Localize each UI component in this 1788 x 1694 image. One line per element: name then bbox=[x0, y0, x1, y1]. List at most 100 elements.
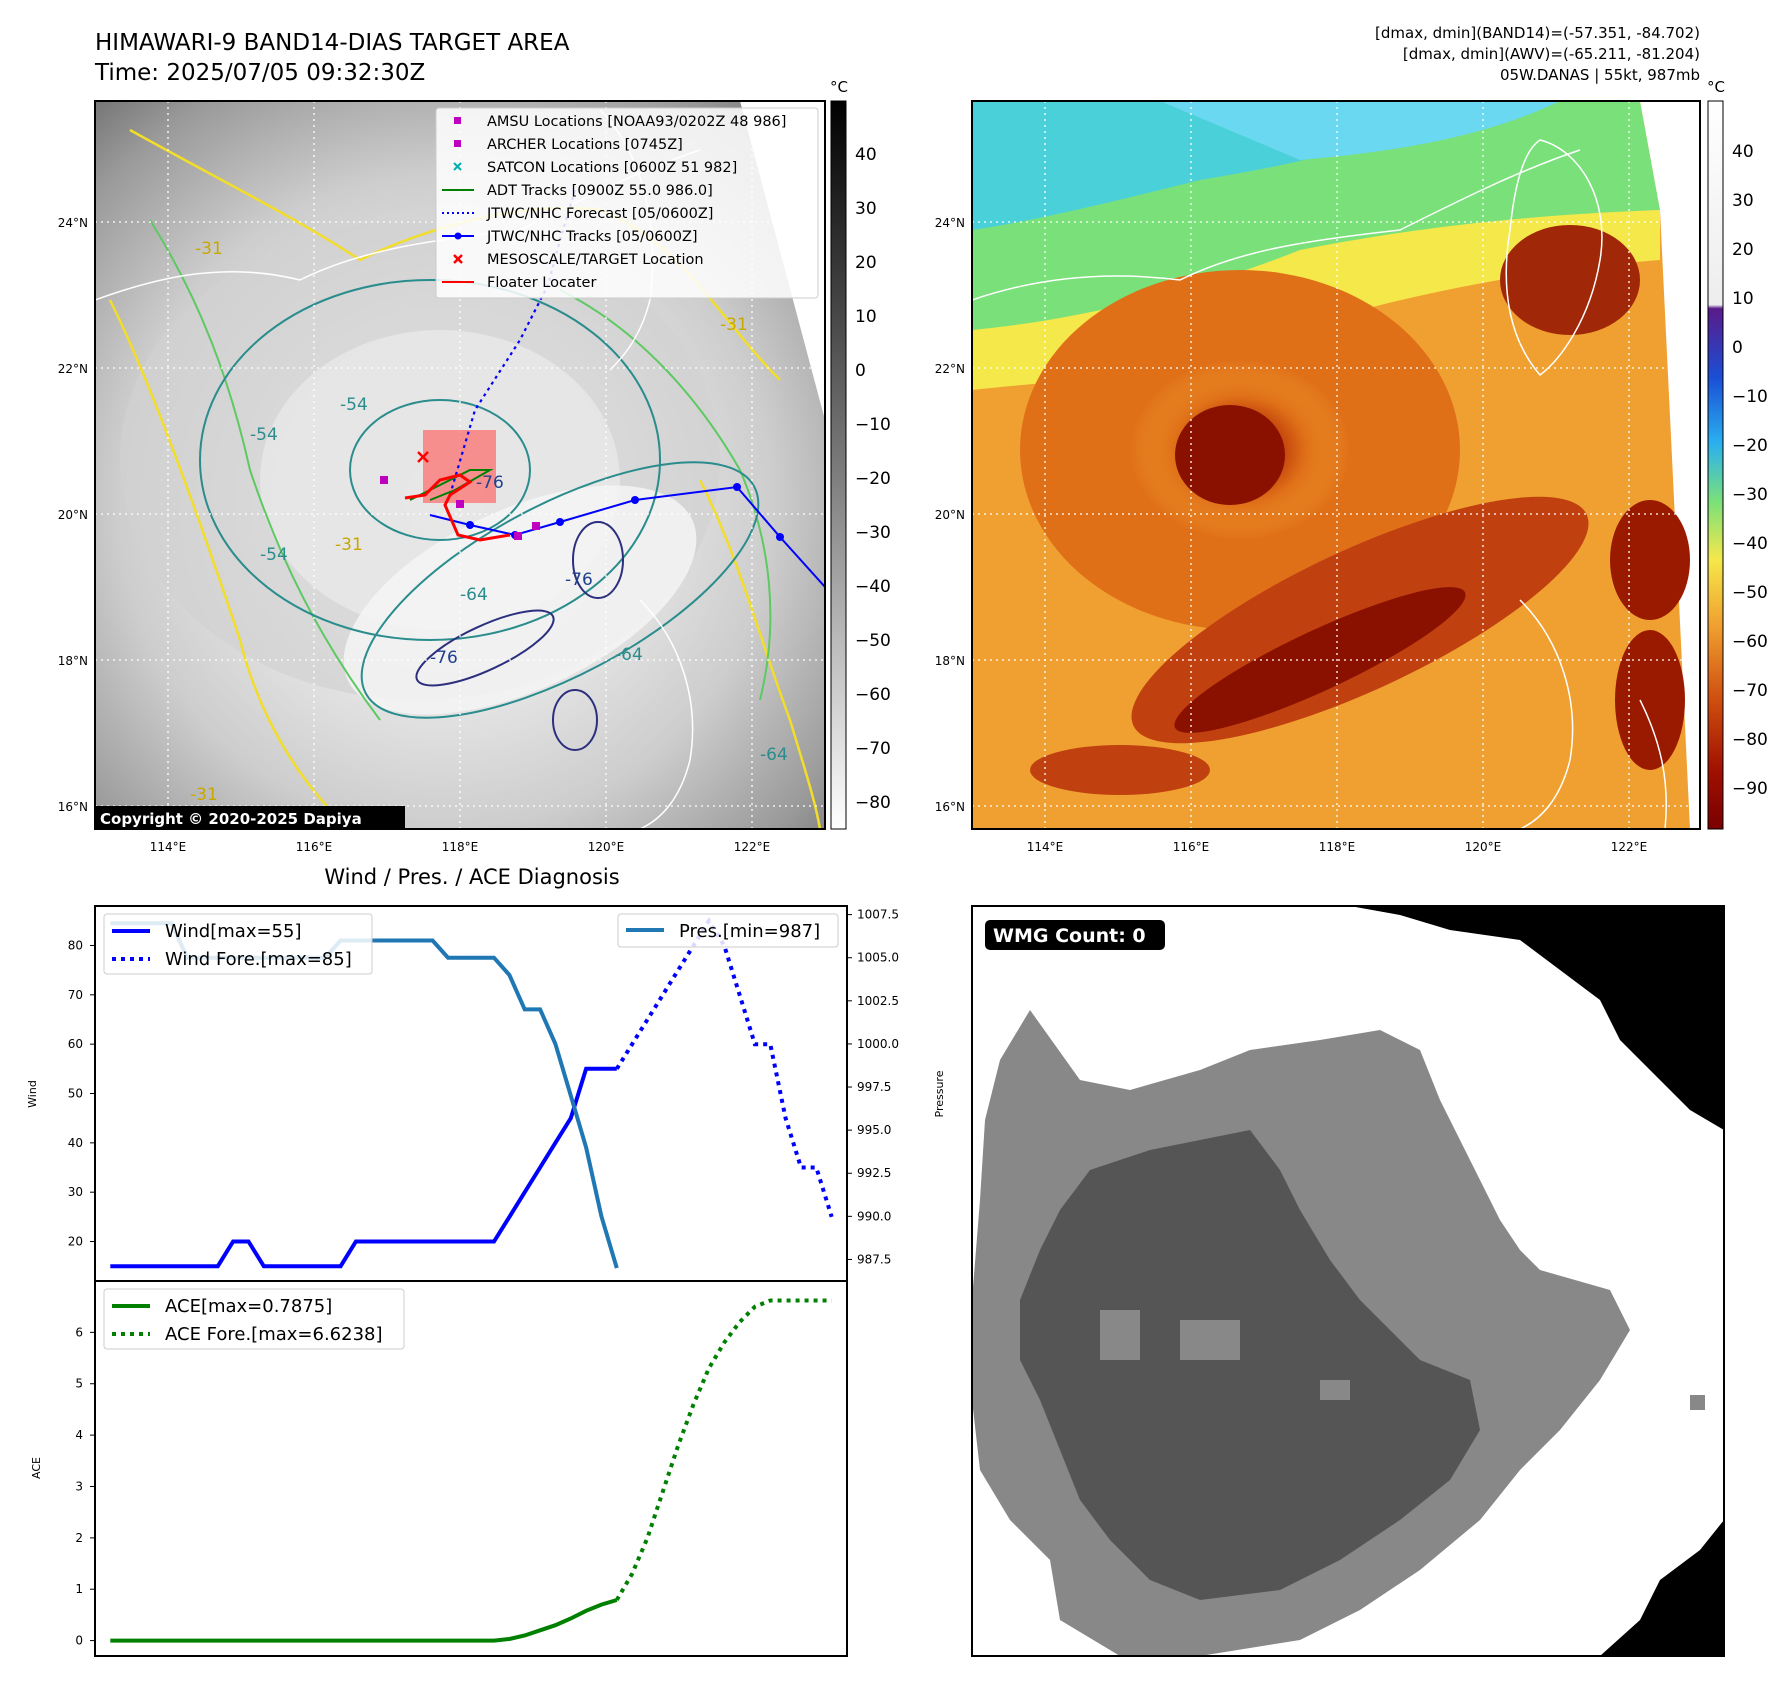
wind-legend: Wind[max=55] Wind Fore.[max=85] bbox=[103, 913, 373, 975]
y-right-tick-label: 997.5 bbox=[857, 1080, 891, 1094]
legend-item-amsu: AMSU Locations [NOAA93/0202Z 48 986] bbox=[487, 114, 786, 130]
band14-range: [dmax, dmin](BAND14)=(-57.351, -84.702) bbox=[1375, 24, 1700, 42]
colorbar-tick: 40 bbox=[855, 145, 877, 165]
legend-item-satcon: SATCON Locations [0600Z 51 982] bbox=[487, 160, 737, 176]
legend-wind: Wind[max=55] bbox=[165, 921, 302, 942]
contour-label: -54 bbox=[340, 395, 368, 415]
y-tick-label: 50 bbox=[68, 1087, 83, 1101]
lon-tick: 118°E bbox=[1319, 840, 1356, 854]
lat-tick: 16°N bbox=[58, 800, 88, 814]
colorbar-tick: −20 bbox=[1732, 436, 1768, 456]
lat-tick: 24°N bbox=[58, 216, 88, 230]
legend-pressure: Pres.[min=987] bbox=[679, 921, 820, 942]
colorbar-tick: −10 bbox=[1732, 387, 1768, 407]
legend-ace: ACE[max=0.7875] bbox=[165, 1296, 332, 1317]
contour-label: -76 bbox=[476, 473, 504, 493]
y-tick-label: 1 bbox=[75, 1582, 83, 1596]
legend-item-floater: Floater Locater bbox=[487, 275, 596, 291]
contour-label: -64 bbox=[460, 585, 488, 605]
y-tick-label: 40 bbox=[68, 1136, 83, 1150]
legend-item-adt: ADT Tracks [0900Z 55.0 986.0] bbox=[487, 183, 713, 199]
contour-label: -31 bbox=[335, 535, 363, 555]
legend-ace-fore: ACE Fore.[max=6.6238] bbox=[165, 1324, 383, 1345]
y-right-tick-label: 987.5 bbox=[857, 1252, 891, 1266]
contour-label: -31 bbox=[195, 239, 223, 259]
colorbar-tick: −10 bbox=[855, 415, 891, 435]
colorbar-tick: −60 bbox=[855, 685, 891, 705]
y-tick-label: 5 bbox=[75, 1377, 83, 1391]
awv-map bbox=[972, 101, 1700, 829]
lon-tick: 116°E bbox=[296, 840, 333, 854]
y-right-tick-label: 1002.5 bbox=[857, 994, 899, 1008]
colorbar-tick: −80 bbox=[1732, 730, 1768, 750]
colorbar-tick: −80 bbox=[855, 793, 891, 813]
y-tick-label: 4 bbox=[75, 1428, 83, 1442]
y-tick-label: 2 bbox=[75, 1531, 83, 1545]
colorbar-tick: 10 bbox=[1732, 289, 1754, 309]
colorbar-tick: −40 bbox=[1732, 534, 1768, 554]
awv-range: [dmax, dmin](AWV)=(-65.211, -81.204) bbox=[1403, 45, 1700, 63]
lat-tick: 18°N bbox=[58, 654, 88, 668]
y-tick-label: 60 bbox=[68, 1037, 83, 1051]
contour-label: -76 bbox=[430, 648, 458, 668]
colorbar-tick: 20 bbox=[855, 253, 877, 273]
contour-label: -64 bbox=[760, 745, 788, 765]
y-tick-label: 0 bbox=[75, 1634, 83, 1648]
y-right-tick-label: 1000.0 bbox=[857, 1037, 899, 1051]
y-right-tick-label: 992.5 bbox=[857, 1166, 891, 1180]
lon-tick: 120°E bbox=[1465, 840, 1502, 854]
colorbar-gray: °C 40 30 20 10 0 −10 −20 −30 −40 −50 −60… bbox=[830, 78, 891, 830]
y-tick-label: 80 bbox=[68, 938, 83, 952]
series-line-1 bbox=[615, 1298, 832, 1602]
lon-tick: 118°E bbox=[442, 840, 479, 854]
legend-icon-satcon bbox=[453, 162, 462, 171]
legend-item-forecast: JTWC/NHC Forecast [05/0600Z] bbox=[486, 206, 713, 222]
colorbar-unit: °C bbox=[830, 78, 848, 96]
contour-label: -31 bbox=[190, 785, 218, 805]
y-right-tick-label: 1007.5 bbox=[857, 908, 899, 922]
lon-tick: 122°E bbox=[1611, 840, 1648, 854]
lon-tick: 114°E bbox=[150, 840, 187, 854]
colorbar-tick: −30 bbox=[855, 523, 891, 543]
colorbar-tick: 0 bbox=[1732, 338, 1743, 358]
colorbar-tick: 30 bbox=[1732, 191, 1754, 211]
wmg-panel bbox=[972, 906, 1724, 1656]
lat-tick: 18°N bbox=[935, 654, 965, 668]
lat-tick: 16°N bbox=[935, 800, 965, 814]
contour-label: -31 bbox=[720, 315, 748, 335]
colorbar-tick: −40 bbox=[855, 577, 891, 597]
wind-axis-label: Wind bbox=[26, 1080, 39, 1108]
lat-tick: 20°N bbox=[935, 508, 965, 522]
lon-tick: 120°E bbox=[588, 840, 625, 854]
colorbar-tick: 20 bbox=[1732, 240, 1754, 260]
lat-tick: 22°N bbox=[935, 362, 965, 376]
colorbar-tick: 30 bbox=[855, 199, 877, 219]
contour-label: -64 bbox=[615, 645, 643, 665]
y-right-tick-label: 990.0 bbox=[857, 1209, 891, 1223]
y-tick-label: 30 bbox=[68, 1185, 83, 1199]
colorbar-tick: 0 bbox=[855, 361, 866, 381]
storm-info: 05W.DANAS | 55kt, 987mb bbox=[1500, 66, 1700, 84]
colorbar-tick: −90 bbox=[1732, 779, 1768, 799]
lat-tick: 24°N bbox=[935, 216, 965, 230]
colorbar-tick: −50 bbox=[1732, 583, 1768, 603]
contour-label: -54 bbox=[250, 425, 278, 445]
ace-plot: 0 1 2 3 4 5 6 bbox=[75, 1298, 832, 1648]
y-right-tick-label: 995.0 bbox=[857, 1123, 891, 1137]
wmg-count-label: WMG Count: 0 bbox=[993, 925, 1146, 947]
legend-icon-archer bbox=[454, 140, 461, 147]
pressure-axis-label: Pressure bbox=[933, 1070, 946, 1117]
lon-tick: 116°E bbox=[1173, 840, 1210, 854]
contour-label: -54 bbox=[260, 545, 288, 565]
lon-tick: 122°E bbox=[734, 840, 771, 854]
lon-tick: 114°E bbox=[1027, 840, 1064, 854]
colorbar-tick: −70 bbox=[855, 739, 891, 759]
legend-icon-amsu bbox=[454, 117, 461, 124]
legend-item-target: MESOSCALE/TARGET Location bbox=[487, 252, 704, 268]
y-tick-label: 3 bbox=[75, 1479, 83, 1493]
y-tick-label: 70 bbox=[68, 988, 83, 1002]
legend-item-tracks: JTWC/NHC Tracks [05/0600Z] bbox=[486, 229, 698, 245]
colorbar-tick: −70 bbox=[1732, 681, 1768, 701]
series-line-0 bbox=[110, 1066, 617, 1269]
